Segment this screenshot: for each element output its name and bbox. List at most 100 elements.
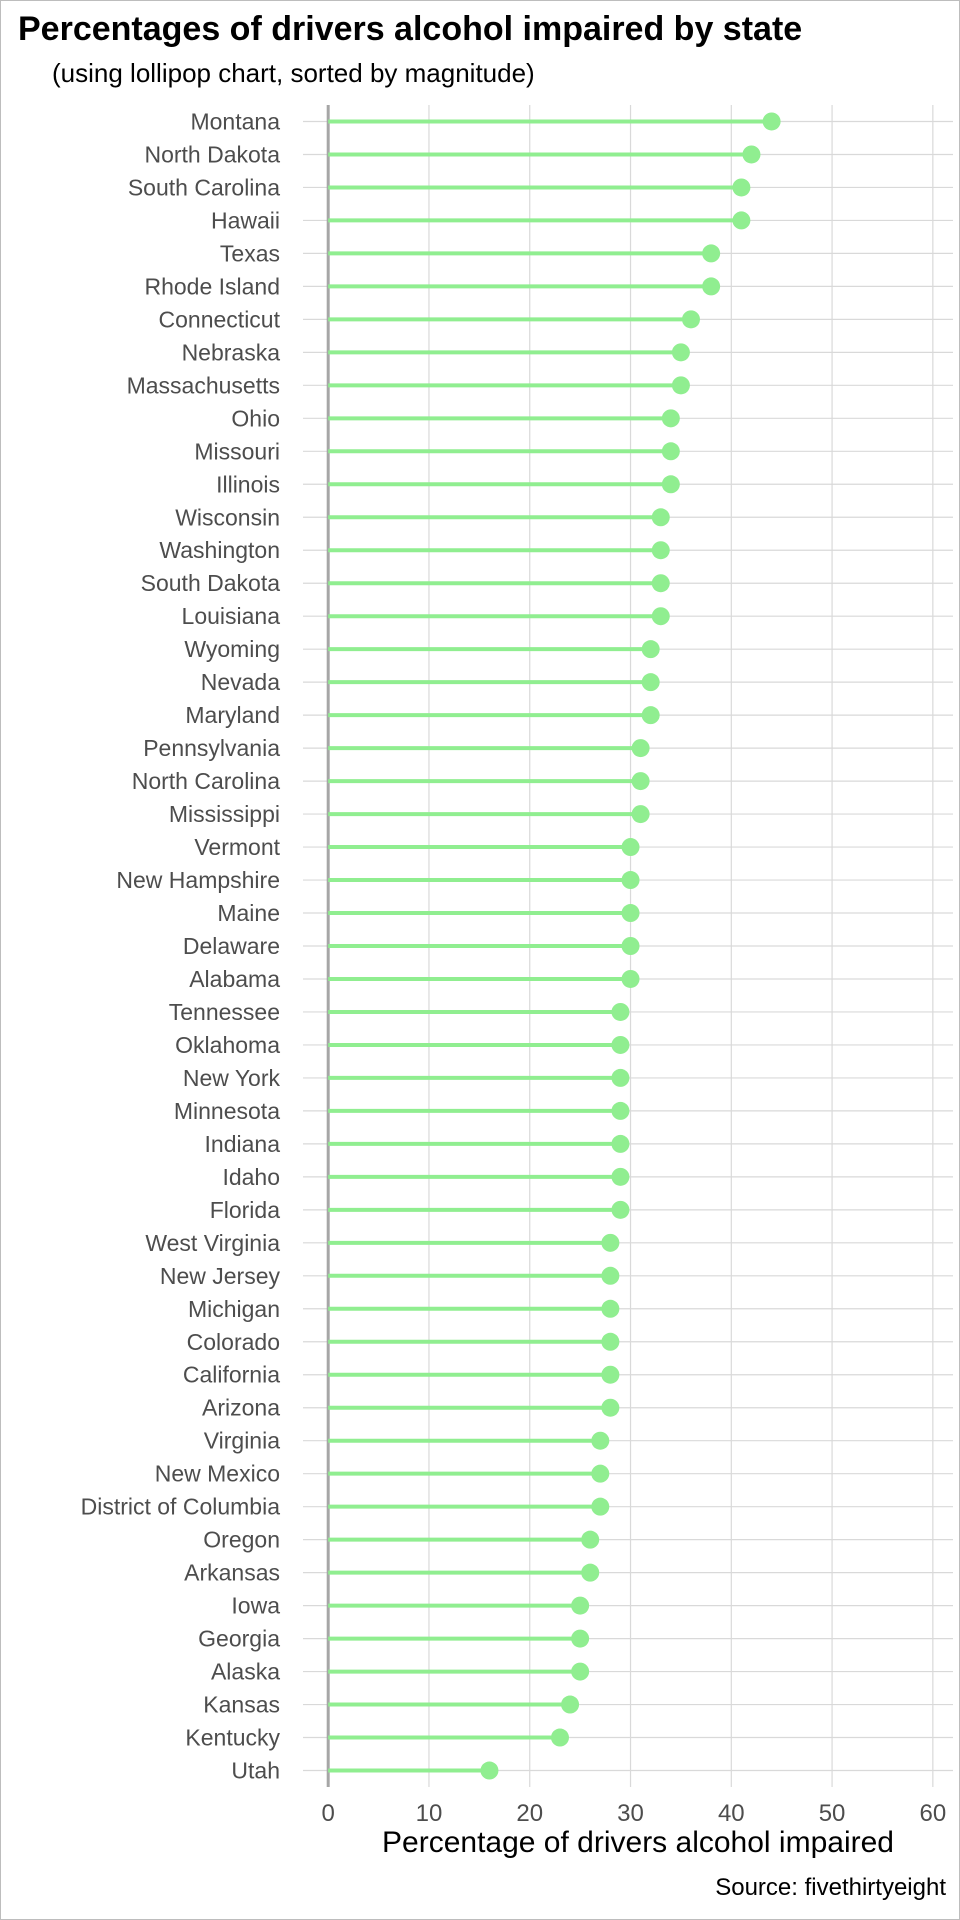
lollipop-dot [611, 1134, 630, 1153]
lollipop-dot [661, 475, 680, 494]
y-tick-label: Michigan [188, 1296, 280, 1322]
lollipop-dot [732, 211, 751, 230]
lollipop-dot [591, 1464, 610, 1483]
lollipop-dot [611, 1101, 630, 1120]
lollipop-dot [641, 706, 660, 725]
lollipop-dot [611, 1035, 630, 1054]
lollipop-dot [742, 145, 761, 164]
x-axis-title: Percentage of drivers alcohol impaired [382, 1826, 894, 1859]
lollipop-dot [641, 673, 660, 692]
y-tick-label: Kentucky [185, 1725, 280, 1751]
lollipop-dot [571, 1662, 590, 1681]
lollipop-dot [601, 1233, 620, 1252]
lollipop-dot [591, 1431, 610, 1450]
y-tick-label: Arizona [202, 1395, 280, 1421]
y-tick-label: Vermont [194, 834, 280, 860]
x-tick-label: 10 [416, 1800, 443, 1827]
y-tick-label: Iowa [231, 1593, 280, 1619]
y-tick-label: Georgia [198, 1626, 280, 1652]
lollipop-dot [601, 1365, 620, 1384]
y-tick-label: Oregon [203, 1527, 280, 1553]
y-tick-label: Utah [231, 1758, 280, 1784]
y-tick-label: Montana [190, 108, 280, 134]
y-tick-label: Idaho [222, 1164, 280, 1190]
y-tick-label: South Carolina [128, 174, 280, 200]
y-tick-label: Illinois [216, 471, 280, 497]
y-tick-label: South Dakota [141, 570, 281, 596]
lollipop-dot [762, 112, 781, 131]
y-tick-label: Alaska [211, 1659, 280, 1685]
y-tick-label: Alabama [189, 966, 280, 992]
lollipop-dot [651, 574, 670, 593]
lollipop-dot [651, 607, 670, 626]
lollipop-dot [651, 508, 670, 527]
y-tick-label: Washington [159, 537, 280, 563]
y-tick-label: Connecticut [159, 306, 281, 332]
y-tick-label: Indiana [205, 1131, 281, 1157]
y-tick-label: Wyoming [184, 636, 280, 662]
y-tick-label: Massachusetts [127, 372, 280, 398]
lollipop-dot [631, 805, 650, 824]
lollipop-dot [671, 343, 690, 362]
lollipop-dot [631, 739, 650, 758]
y-tick-label: New Mexico [155, 1461, 280, 1487]
lollipop-dot [561, 1695, 580, 1714]
lollipop-dot [601, 1398, 620, 1417]
lollipop-dot [621, 904, 640, 923]
lollipop-dot [702, 244, 721, 263]
y-tick-label: Nevada [201, 669, 280, 695]
x-tick-label: 40 [718, 1800, 745, 1827]
lollipop-dot [611, 1167, 630, 1186]
y-tick-label: Oklahoma [175, 1032, 280, 1058]
y-tick-label: Florida [210, 1197, 281, 1223]
y-tick-label: Rhode Island [144, 273, 280, 299]
lollipop-dot [480, 1761, 499, 1780]
x-tick-label: 50 [819, 1800, 846, 1827]
y-tick-label: West Virginia [145, 1230, 280, 1256]
x-tick-label: 30 [617, 1800, 644, 1827]
chart-caption: Source: fivethirtyeight [715, 1874, 946, 1901]
lollipop-dot [651, 541, 670, 560]
y-tick-label: Hawaii [211, 207, 280, 233]
y-tick-label: Texas [220, 240, 280, 266]
y-tick-label: Wisconsin [175, 504, 280, 530]
lollipop-dot [671, 376, 690, 395]
y-tick-label: North Carolina [132, 768, 280, 794]
lollipop-dot [611, 1002, 630, 1021]
chart-subtitle: (using lollipop chart, sorted by magnitu… [52, 58, 535, 88]
y-tick-label: Nebraska [182, 339, 281, 365]
x-tick-label: 0 [322, 1800, 335, 1827]
lollipop-dot [601, 1299, 620, 1318]
y-tick-label: Delaware [183, 933, 280, 959]
lollipop-dot [581, 1530, 600, 1549]
y-tick-label: Colorado [187, 1329, 280, 1355]
lollipop-dot [571, 1629, 590, 1648]
y-tick-label: Pennsylvania [143, 735, 280, 761]
y-tick-label: Missouri [194, 438, 280, 464]
lollipop-dot [581, 1563, 600, 1582]
x-axis-ticks: 0 10 20 30 40 50 60 [322, 1800, 947, 1827]
lollipop-dot [621, 937, 640, 955]
y-tick-label: Mississippi [169, 801, 280, 827]
y-tick-label: Virginia [204, 1428, 280, 1454]
y-tick-label: District of Columbia [81, 1494, 281, 1520]
x-tick-label: 20 [516, 1800, 543, 1827]
y-tick-label: Arkansas [184, 1560, 280, 1586]
lollipop-dot [621, 838, 640, 857]
lollipop-dot [732, 178, 751, 197]
lollipop-dot [621, 871, 640, 890]
x-tick-label: 60 [919, 1800, 946, 1827]
lollipop-dot [550, 1728, 569, 1747]
lollipop-dot [641, 640, 660, 659]
y-tick-label: Minnesota [174, 1098, 280, 1124]
lollipop-dot [601, 1266, 620, 1285]
y-axis-labels: Montana North Dakota South Carolina Hawaii T… [81, 108, 281, 1783]
y-tick-label: California [183, 1362, 280, 1388]
y-tick-label: Tennessee [169, 999, 280, 1025]
y-tick-label: New York [183, 1065, 281, 1091]
lollipop-dot [601, 1332, 620, 1351]
lollipop-dot [571, 1596, 590, 1615]
lollipop-dot [661, 442, 680, 461]
y-tick-label: New Hampshire [116, 867, 280, 893]
